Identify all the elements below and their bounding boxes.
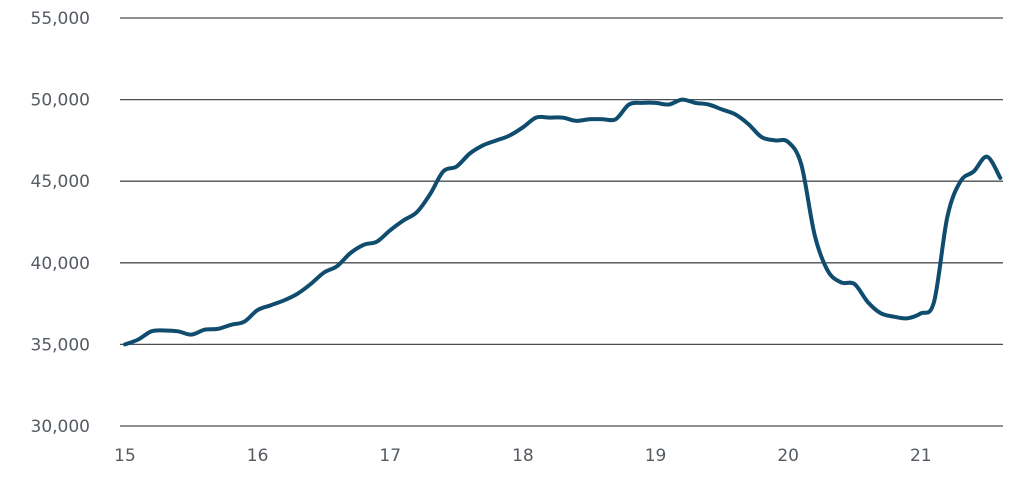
x-tick-label: 16 [247,446,269,466]
x-axis-tick-labels: 15 16 17 18 19 20 21 [114,446,931,466]
y-tick-label: 55,000 [31,9,90,29]
x-tick-label: 15 [114,446,136,466]
y-tick-label: 50,000 [31,91,90,111]
y-axis-tick-labels: 30,000 35,000 40,000 45,000 50,000 55,000 [31,9,90,437]
x-tick-label: 20 [777,446,799,466]
series-line-0 [123,97,1003,347]
gridlines [120,17,1003,427]
y-tick-label: 40,000 [31,254,90,274]
y-tick-label: 30,000 [31,417,90,437]
series-group [123,97,1003,347]
x-tick-label: 21 [910,446,932,466]
x-tick-label: 17 [379,446,401,466]
x-tick-label: 18 [512,446,534,466]
y-tick-label: 35,000 [31,335,90,355]
y-tick-label: 45,000 [31,172,90,192]
x-tick-label: 19 [645,446,667,466]
